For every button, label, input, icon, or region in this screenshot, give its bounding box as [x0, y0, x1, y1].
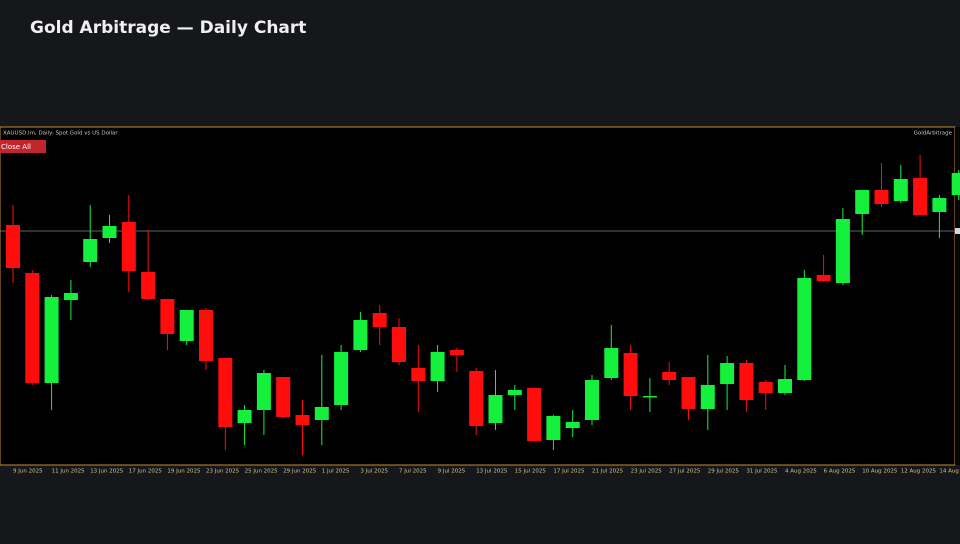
candle-body: [449, 350, 464, 355]
x-tick-label: 29 Jun 2025: [283, 469, 317, 475]
candle-body: [25, 273, 40, 383]
x-tick-label: 23 Jun 2025: [206, 469, 240, 475]
candle-body: [488, 395, 503, 423]
candle-body: [295, 415, 310, 425]
x-tick-label: 31 Jul 2025: [746, 469, 778, 475]
x-tick-label: 13 Jul 2025: [476, 469, 508, 475]
candle-body: [893, 179, 908, 201]
x-tick-label: 27 Jul 2025: [669, 469, 701, 475]
x-tick-label: 23 Jul 2025: [631, 469, 663, 475]
candle-body: [604, 348, 619, 378]
candle-body: [102, 226, 117, 238]
candle-body: [6, 225, 20, 268]
x-tick-label: 17 Jul 2025: [553, 469, 585, 475]
candle-body: [372, 313, 387, 327]
x-tick-label: 4 Aug 2025: [785, 469, 817, 475]
candle-body: [160, 299, 175, 334]
candle-body: [855, 190, 870, 214]
candle-body: [913, 178, 928, 215]
candle-body: [469, 371, 484, 426]
x-tick-label: 1 Jul 2025: [322, 469, 350, 475]
x-tick-label: 6 Aug 2025: [824, 469, 856, 475]
page-title: Gold Arbitrage — Daily Chart: [30, 18, 306, 38]
candle-body: [83, 239, 98, 262]
candle-body: [141, 272, 156, 299]
candle-body: [430, 352, 445, 381]
candle-body: [700, 385, 715, 409]
candle-body: [199, 310, 213, 361]
candle-body: [662, 372, 677, 380]
candle-body: [121, 222, 136, 271]
candle-body: [353, 320, 368, 350]
candle-body: [681, 377, 696, 409]
x-tick-label: 12 Aug 2025: [901, 469, 937, 475]
candle-body: [392, 327, 406, 362]
candle-body: [585, 380, 599, 420]
candle-body: [758, 382, 773, 393]
candle-body: [642, 396, 657, 398]
candle-body: [218, 358, 233, 427]
candle-body: [256, 373, 271, 410]
candle-body: [63, 293, 78, 300]
close-all-button[interactable]: [0, 140, 46, 153]
candle-body: [720, 363, 735, 384]
candle-body: [527, 388, 542, 441]
candle-body: [411, 368, 426, 381]
candle-body: [932, 198, 947, 212]
candle-body: [874, 190, 889, 204]
candle-body: [739, 363, 754, 400]
price-tag: [955, 228, 960, 234]
x-tick-label: 10 Aug 2025: [862, 469, 898, 475]
candle-body: [623, 353, 638, 396]
x-tick-label: 15 Jul 2025: [515, 469, 547, 475]
candle-body: [237, 410, 252, 423]
candle-body: [546, 416, 561, 440]
x-tick-label: 9 Jul 2025: [438, 469, 466, 475]
candle-body: [507, 390, 522, 395]
x-tick-label: 11 Jun 2025: [52, 469, 86, 475]
ea-label: GoldArbitrage: [914, 131, 953, 137]
candle-body: [179, 310, 194, 341]
candle-body: [334, 352, 349, 405]
x-tick-label: 9 Jun 2025: [13, 469, 43, 475]
close-all-label[interactable]: Close All: [1, 143, 31, 151]
candle-body: [835, 219, 850, 283]
x-tick-label: 19 Jun 2025: [167, 469, 201, 475]
x-tick-label: 7 Jul 2025: [399, 469, 427, 475]
x-tick-label: 3 Jul 2025: [360, 469, 388, 475]
candle-body: [778, 379, 792, 393]
x-tick-label: 29 Jul 2025: [708, 469, 740, 475]
candle-body: [44, 297, 59, 383]
x-tick-label: 21 Jul 2025: [592, 469, 624, 475]
candle-body: [565, 422, 580, 428]
x-tick-label: 14 Aug 2025: [939, 469, 960, 475]
plot: 9 Jun 2025 11 Jun 2025 13 Jun 2025 17 Jun 2…: [0, 155, 960, 475]
symbol-label: XAUUSD.lm, Daily: Spot Gold vs US Dollar: [3, 131, 118, 137]
candle-body: [816, 275, 831, 281]
x-tick-label: 17 Jun 2025: [129, 469, 163, 475]
candle-body: [797, 278, 812, 380]
x-tick-label: 13 Jun 2025: [90, 469, 124, 475]
candle-body: [951, 173, 960, 195]
candle-body: [314, 407, 329, 420]
price-axis: [955, 127, 960, 465]
x-tick-label: 25 Jun 2025: [245, 469, 279, 475]
candle-body: [276, 377, 291, 417]
